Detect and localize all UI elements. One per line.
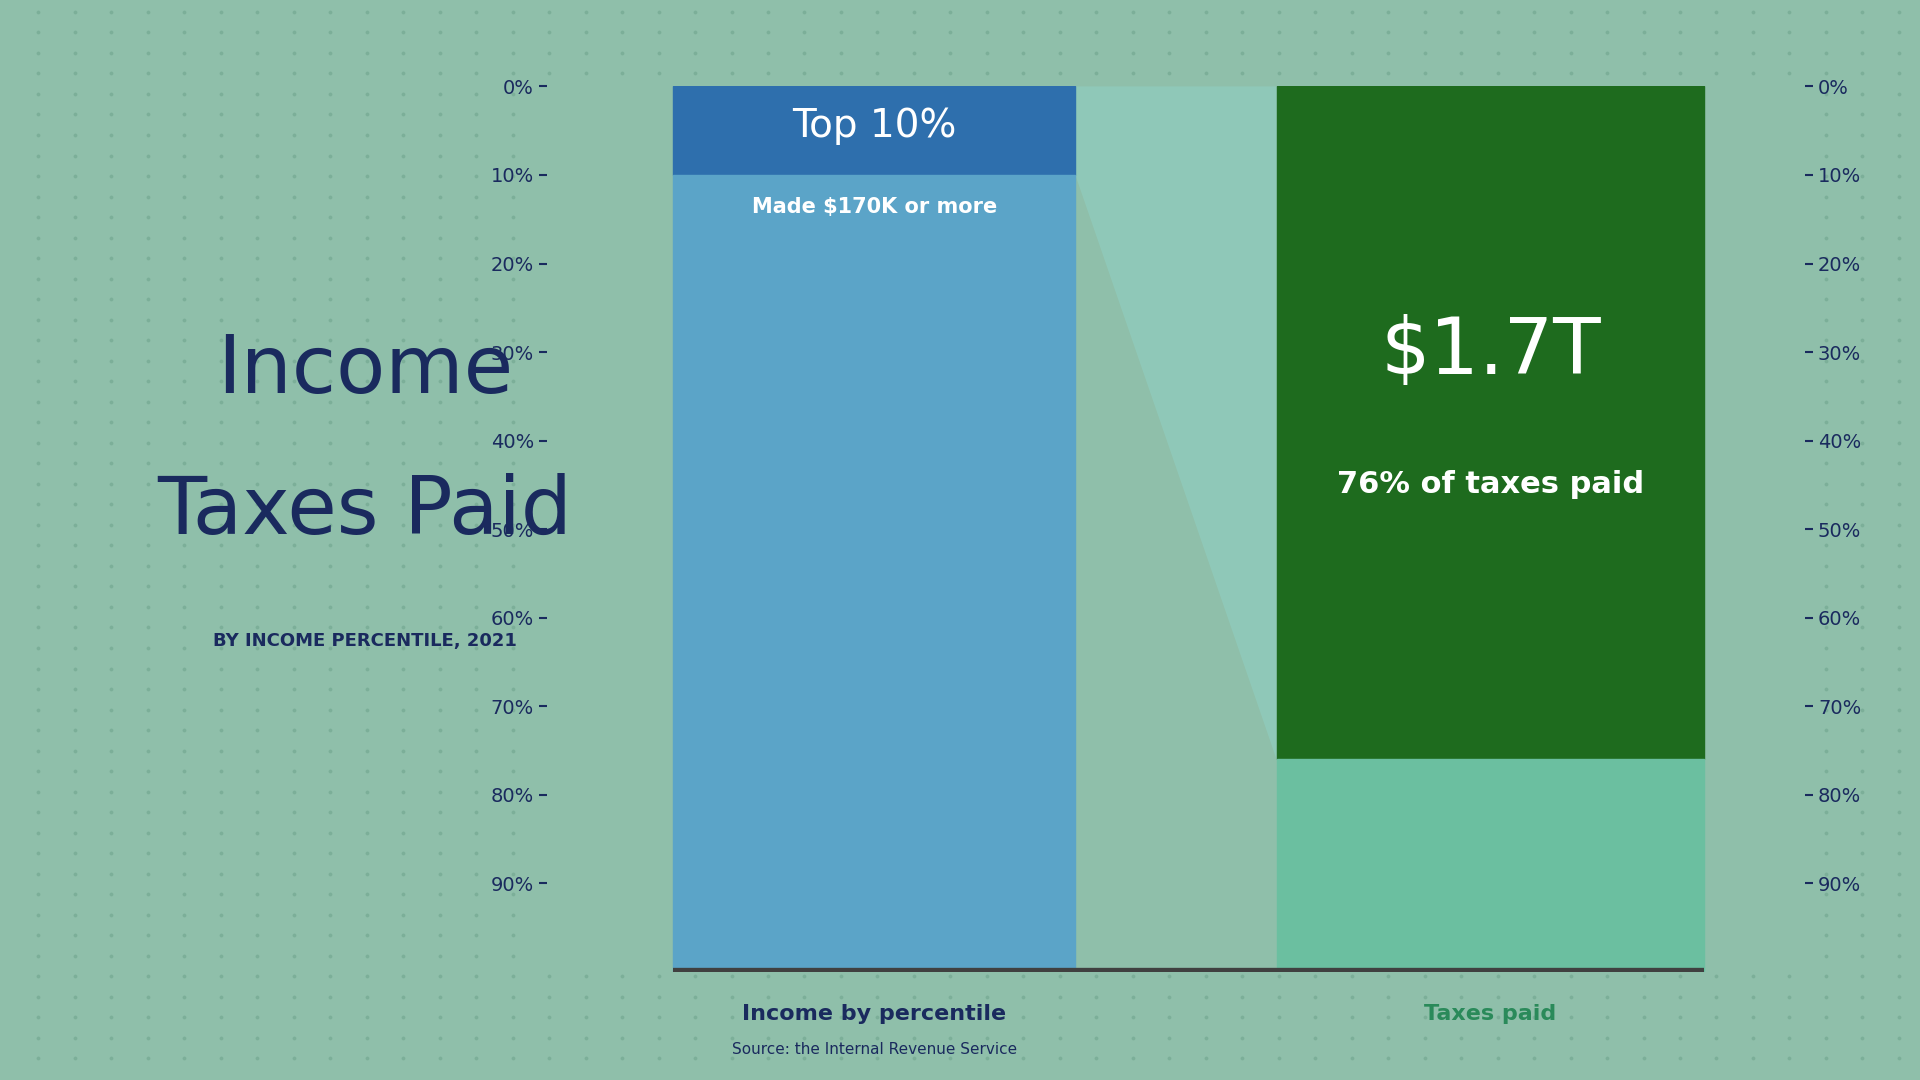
Text: Taxes Paid: Taxes Paid bbox=[157, 473, 572, 551]
Text: Taxes paid: Taxes paid bbox=[1425, 1004, 1557, 1025]
Bar bbox=[1277, 86, 1705, 759]
Text: $1.7T: $1.7T bbox=[1380, 314, 1601, 390]
Bar bbox=[672, 175, 1075, 972]
Text: Source: the Internal Revenue Service: Source: the Internal Revenue Service bbox=[732, 1042, 1018, 1057]
Text: Income: Income bbox=[217, 333, 513, 410]
Text: Top 10%: Top 10% bbox=[791, 107, 956, 145]
Text: Income by percentile: Income by percentile bbox=[743, 1004, 1006, 1025]
Text: 76% of taxes paid: 76% of taxes paid bbox=[1336, 471, 1644, 499]
Bar bbox=[672, 86, 1075, 175]
Text: Made $170K or more: Made $170K or more bbox=[751, 198, 996, 217]
Polygon shape bbox=[1075, 86, 1277, 759]
Bar bbox=[1277, 759, 1705, 972]
Text: BY INCOME PERCENTILE, 2021: BY INCOME PERCENTILE, 2021 bbox=[213, 632, 516, 650]
